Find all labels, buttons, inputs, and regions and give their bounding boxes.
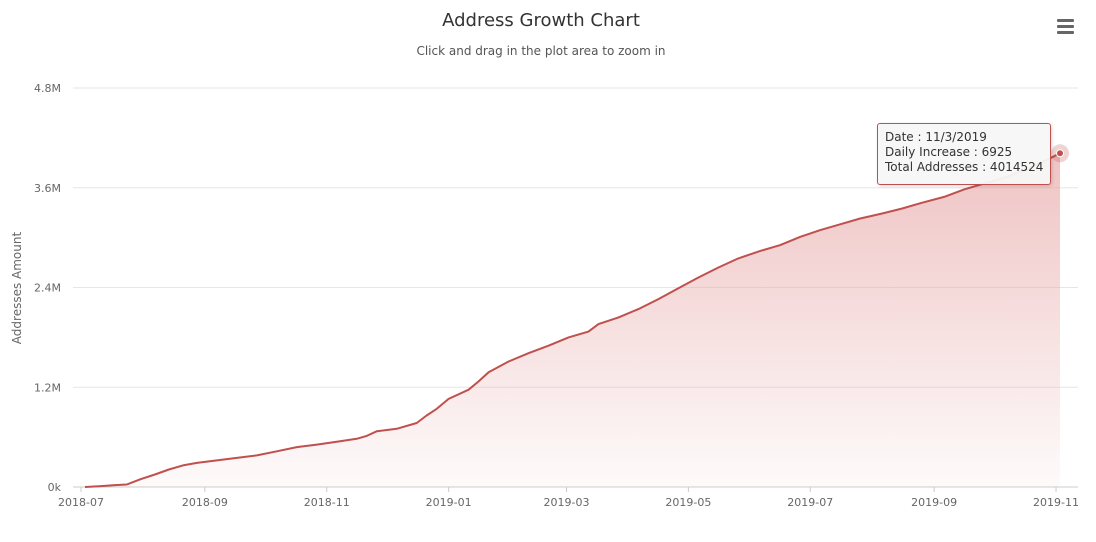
x-tick-label: 2019-09 [911,496,957,509]
x-tick-label: 2019-11 [1033,496,1079,509]
data-tooltip: Date : 11/3/2019 Daily Increase : 6925 T… [877,123,1051,185]
area-fill [85,153,1060,488]
y-tick-label: 4.8M [34,82,61,95]
x-tick-label: 2018-07 [58,496,104,509]
chart-title: Address Growth Chart [442,10,640,31]
tooltip-daily-increase: Daily Increase : 6925 [885,145,1013,159]
area-layer [84,144,1070,488]
y-tick-label: 3.6M [34,182,61,195]
series-line [84,152,1061,488]
x-tick-label: 2019-05 [665,496,711,509]
tooltip-date: Date : 11/3/2019 [885,130,987,144]
y-tick-label: 2.4M [34,282,61,295]
y-axis: 0k 1.2M 2.4M 3.6M 4.8M [34,82,62,494]
x-axis: 2018-07 2018-09 2018-11 2019-01 2019-03 2019-… [58,487,1079,509]
x-tick-label: 2018-09 [182,496,228,509]
y-tick-label: 0k [48,481,62,494]
menu-bar [1056,18,1074,22]
highlighted-point [1056,149,1065,158]
chart-subtitle: Click and drag in the plot area to zoom … [416,44,666,58]
y-tick-label: 1.2M [34,381,61,394]
menu-bar [1056,30,1074,34]
menu-bar [1056,24,1074,28]
hamburger-menu-icon[interactable] [1052,14,1078,38]
x-tick-label: 2018-11 [304,496,350,509]
x-tick-label: 2019-03 [544,496,590,509]
x-tick-label: 2019-01 [426,496,472,509]
x-tick-label: 2019-07 [787,496,833,509]
tooltip-total-addresses: Total Addresses : 4014524 [885,160,1044,174]
y-axis-title: Addresses Amount [10,232,24,345]
